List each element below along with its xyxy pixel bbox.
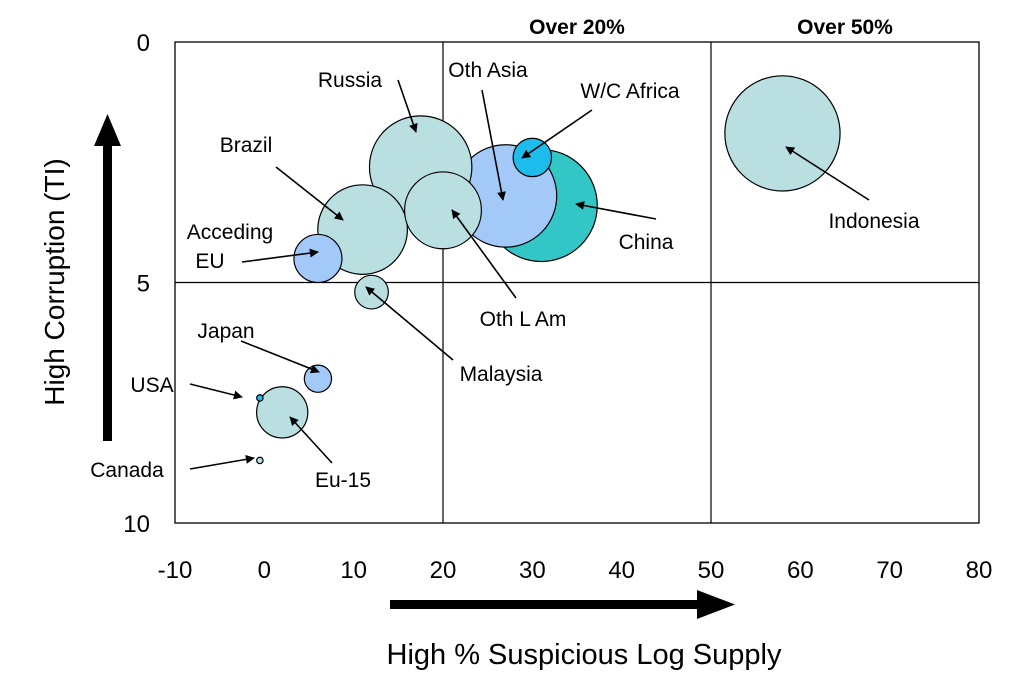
annotation-label: Japan: [197, 320, 254, 343]
annotation-arrow: [481, 89, 506, 201]
annotation-arrow: [521, 109, 593, 159]
x-tick-labels: -10 0 10 20 30 40 50 60 70 80: [158, 557, 993, 584]
bubble: [256, 394, 264, 402]
region-header: Over 50%: [797, 16, 893, 39]
x-tick-label: -10: [158, 557, 193, 584]
annotation-arrow: [241, 248, 319, 263]
bubble: [303, 364, 333, 393]
annotation-arrows: [189, 79, 870, 470]
x-tick-label: 20: [430, 557, 457, 584]
annotation-label: Canada: [90, 459, 164, 482]
x-tick-label: 80: [966, 557, 993, 584]
annotation-labels: Russia Oth Asia W/C Africa Brazil Acceding EU…: [90, 59, 920, 492]
annotation-label: W/C Africa: [580, 80, 679, 103]
annotation-arrow: [275, 166, 344, 221]
bubble: [256, 386, 309, 439]
annotation-arrow: [451, 209, 517, 299]
annotation-label: Oth L Am: [480, 308, 567, 331]
x-direction-arrow: [390, 590, 735, 619]
annotation-label: Acceding: [187, 221, 273, 244]
annotation-arrow: [785, 146, 870, 201]
y-axis-label: High Corruption (TI): [39, 158, 70, 405]
bubble: [512, 137, 553, 178]
annotation-arrow: [189, 383, 243, 400]
y-tick-label: 0: [137, 30, 150, 57]
x-tick-label: 10: [340, 557, 367, 584]
annotation-label: USA: [130, 374, 173, 397]
x-axis-label: High % Suspicious Log Supply: [387, 639, 782, 671]
annotation-arrow: [240, 340, 320, 374]
annotation-label: China: [619, 231, 674, 254]
annotation-arrow: [365, 286, 454, 361]
annotation-arrow: [189, 454, 255, 470]
y-tick-label: 10: [123, 511, 150, 538]
region-headers: Over 20% Over 50%: [529, 16, 893, 39]
x-tick-label: 0: [258, 557, 271, 584]
annotation-label: EU: [195, 250, 224, 273]
y-tick-labels: 0 5 10: [123, 30, 150, 538]
y-tick-label: 5: [137, 271, 150, 298]
bubble: [404, 171, 483, 250]
annotation-label: Malaysia: [460, 363, 543, 386]
annotation-label: Oth Asia: [448, 59, 528, 82]
x-tick-label: 60: [787, 557, 814, 584]
annotation-arrow: [575, 201, 657, 220]
annotation-label: Eu-15: [315, 469, 371, 492]
x-tick-label: 40: [608, 557, 635, 584]
quadrant-dividers: [175, 42, 979, 523]
bubble: [724, 75, 841, 192]
bubbles: [256, 75, 841, 465]
x-tick-label: 50: [698, 557, 725, 584]
bubble: [293, 233, 343, 284]
x-tick-label: 70: [876, 557, 903, 584]
y-direction-arrow: [94, 114, 121, 441]
annotation-arrow: [289, 416, 333, 464]
region-header: Over 20%: [529, 16, 625, 39]
annotation-label: Brazil: [220, 134, 273, 157]
annotation-arrow: [397, 79, 418, 133]
annotation-label: Russia: [318, 69, 383, 92]
annotation-label: Indonesia: [828, 210, 919, 233]
bubble: [256, 456, 264, 465]
x-tick-label: 30: [519, 557, 546, 584]
